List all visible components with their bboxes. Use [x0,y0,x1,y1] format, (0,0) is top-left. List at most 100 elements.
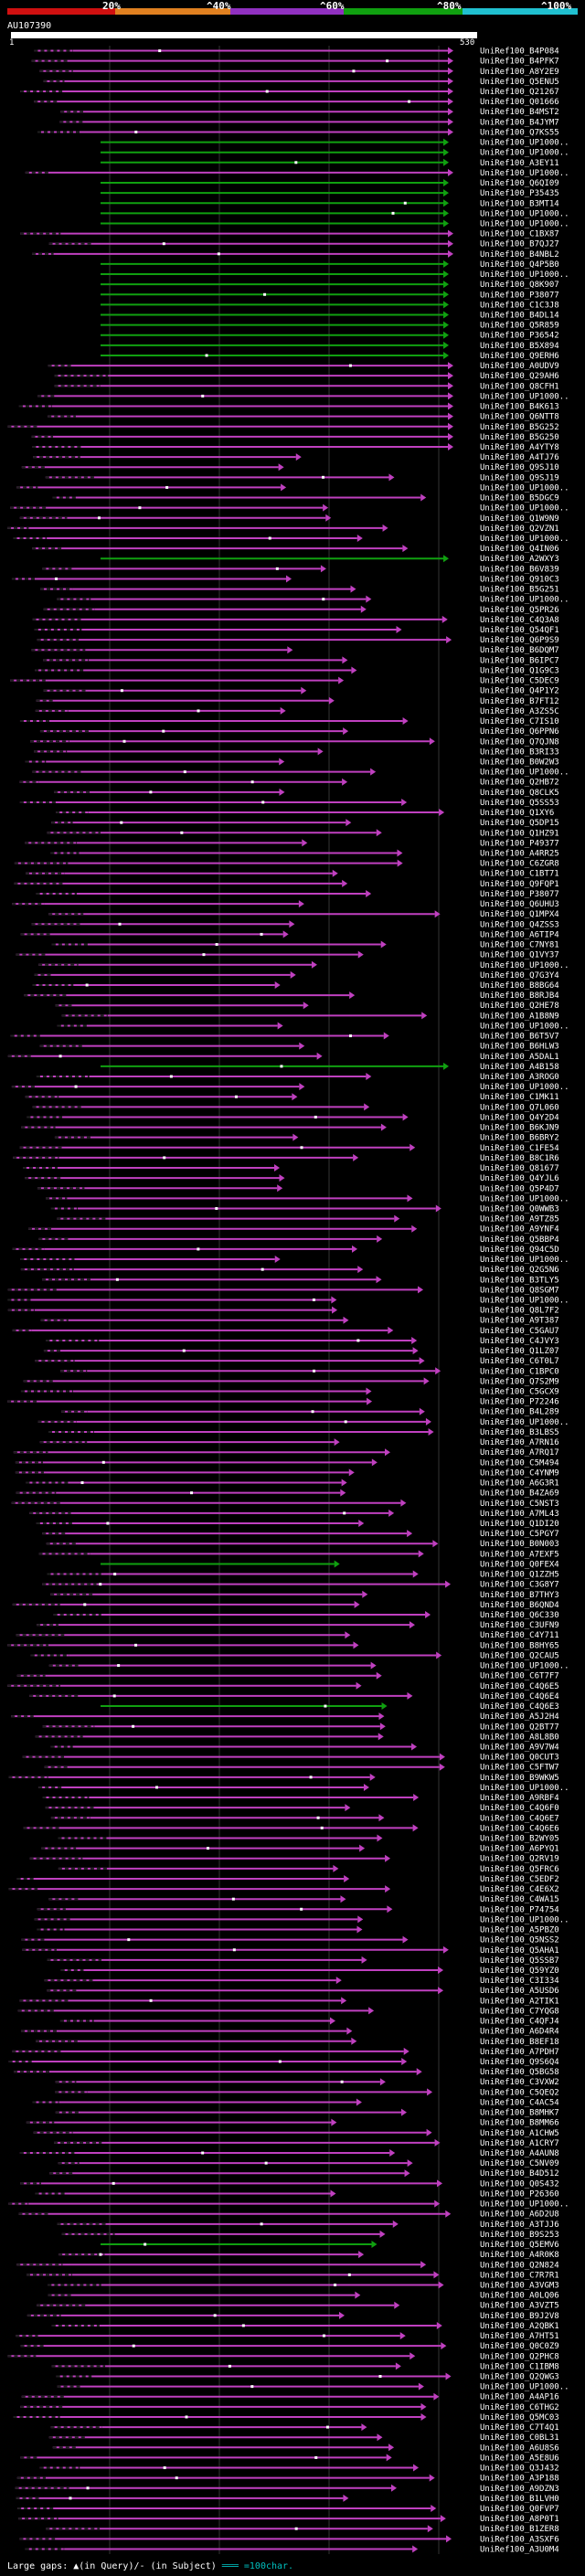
hit-row[interactable]: UniRef100_A4RR25 [50,849,559,859]
hit-row[interactable]: UniRef100_C1C3J8 [101,301,559,310]
hit-id-label[interactable]: UniRef100_B4JYM7 [480,118,559,127]
hit-row[interactable]: UniRef100_B6KJN9 [21,1123,559,1133]
hit-id-label[interactable]: UniRef100_A9YNF4 [480,1225,559,1235]
hit-row[interactable]: UniRef100_P38077 [101,291,559,300]
hit-id-label[interactable]: UniRef100_C6T0L7 [480,1357,559,1366]
hit-row[interactable]: UniRef100_UP1000.. [101,270,569,280]
hit-id-label[interactable]: UniRef100_C1BX87 [480,230,559,239]
hit-row[interactable]: UniRef100_P26360 [35,2189,559,2199]
hit-id-label[interactable]: UniRef100_C4Q6E3 [480,1702,559,1712]
hit-id-label[interactable]: UniRef100_UP1000.. [480,139,569,148]
hit-row[interactable]: UniRef100_Q5MC03 [13,2412,559,2422]
hit-id-label[interactable]: UniRef100_Q2G5N6 [480,1266,559,1275]
hit-id-label[interactable]: UniRef100_Q5BG58 [480,2068,559,2077]
hit-row[interactable]: UniRef100_Q2QWG3 [56,2372,559,2382]
hit-id-label[interactable]: UniRef100_B6V839 [480,565,559,574]
hit-id-label[interactable]: UniRef100_A5DAL1 [480,1053,559,1062]
hit-id-label[interactable]: UniRef100_Q1HZ91 [480,829,559,838]
hit-id-label[interactable]: UniRef100_B3RI33 [480,747,559,757]
hit-id-label[interactable]: UniRef100_Q6PPN6 [480,727,559,737]
hit-id-label[interactable]: UniRef100_B5DGC9 [480,494,559,504]
hit-row[interactable]: UniRef100_UP1000.. [20,1256,569,1265]
hit-row[interactable]: UniRef100_B6DQM7 [31,646,559,655]
hit-row[interactable]: UniRef100_Q6UHU3 [12,900,559,909]
hit-row[interactable]: UniRef100_UP1000.. [46,1194,569,1203]
hit-id-label[interactable]: UniRef100_B6T5V7 [480,1033,559,1042]
hit-id-label[interactable]: UniRef100_Q54QF1 [480,626,559,635]
hit-id-label[interactable]: UniRef100_B7QJ27 [480,240,559,249]
hit-id-label[interactable]: UniRef100_UP1000.. [480,596,569,605]
hit-id-label[interactable]: UniRef100_B3TLY5 [480,1276,559,1285]
hit-id-label[interactable]: UniRef100_Q9SJ19 [480,473,559,482]
hit-row[interactable]: UniRef100_Q5P4D7 [37,1184,559,1193]
hit-id-label[interactable]: UniRef100_A3VZT5 [480,2302,559,2311]
hit-row[interactable]: UniRef100_B2WY05 [58,1834,559,1844]
hit-row[interactable]: UniRef100_B7QJ27 [48,239,559,249]
hit-id-label[interactable]: UniRef100_B4MST2 [480,108,559,117]
hit-id-label[interactable]: UniRef100_A4TJ76 [480,453,559,462]
hit-id-label[interactable]: UniRef100_Q8SGM7 [480,1286,559,1295]
hit-id-label[interactable]: UniRef100_Q01666 [480,98,559,107]
hit-id-label[interactable]: UniRef100_Q0WWB3 [480,1204,559,1214]
hit-id-label[interactable]: UniRef100_A0LQ06 [480,2292,559,2301]
hit-row[interactable]: UniRef100_Q1G9C3 [35,666,559,675]
hit-row[interactable]: UniRef100_Q5FRC6 [58,1864,559,1874]
hit-row[interactable]: UniRef100_A6D4R4 [20,2027,559,2037]
hit-id-label[interactable]: UniRef100_A3U0M4 [480,2545,559,2554]
hit-row[interactable]: UniRef100_Q5SS53 [19,798,559,808]
hit-id-label[interactable]: UniRef100_A4RR25 [480,850,559,859]
hit-id-label[interactable]: UniRef100_P72246 [480,1398,559,1407]
hit-id-label[interactable]: UniRef100_Q4ZSS3 [480,920,559,929]
hit-row[interactable]: UniRef100_Q6PPN6 [39,727,559,737]
hit-row[interactable]: UniRef100_B8RJB4 [24,991,559,1001]
hit-id-label[interactable]: UniRef100_C4Q6E7 [480,1814,559,1823]
hit-row[interactable]: UniRef100_A3ROG0 [36,1073,559,1082]
hit-row[interactable]: UniRef100_C6T0L7 [35,1357,559,1366]
hit-row[interactable]: UniRef100_Q1W9N9 [19,514,559,524]
hit-id-label[interactable]: UniRef100_UP1000.. [480,169,569,178]
hit-id-label[interactable]: UniRef100_Q1VY37 [480,951,559,960]
hit-row[interactable]: UniRef100_C5NST3 [11,1499,559,1509]
hit-row[interactable]: UniRef100_Q2VZN1 [7,524,559,534]
hit-id-label[interactable]: UniRef100_Q0CUT3 [480,1754,559,1763]
hit-id-label[interactable]: UniRef100_A7PDH7 [480,2048,559,2057]
hit-id-label[interactable]: UniRef100_Q5SS53 [480,799,559,808]
hit-id-label[interactable]: UniRef100_UP1000.. [480,1418,569,1427]
hit-id-label[interactable]: UniRef100_C4YNM9 [480,1468,559,1478]
hit-id-label[interactable]: UniRef100_Q7QJN8 [480,737,559,747]
hit-row[interactable]: UniRef100_B9S253 [61,2230,559,2240]
hit-row[interactable]: UniRef100_P72246 [7,1397,559,1407]
hit-row[interactable]: UniRef100_B7FT12 [36,696,559,706]
hit-row[interactable]: UniRef100_A6U8S6 [52,2443,559,2453]
hit-row[interactable]: UniRef100_Q4YJL6 [25,1174,559,1183]
hit-row[interactable]: UniRef100_A9RBF4 [42,1794,559,1803]
hit-row[interactable]: UniRef100_Q1XY6 [56,809,554,818]
hit-row[interactable]: UniRef100_A5J2H4 [11,1712,559,1722]
hit-row[interactable]: UniRef100_UP1000.. [8,2200,569,2210]
hit-id-label[interactable]: UniRef100_C4AC54 [480,2098,559,2107]
hit-row[interactable]: UniRef100_A0LQ06 [48,2291,559,2301]
hit-id-label[interactable]: UniRef100_Q3J432 [480,2465,559,2474]
hit-row[interactable]: UniRef100_C5PGY7 [42,1530,559,1539]
hit-row[interactable]: UniRef100_C5EDF2 [16,1874,559,1884]
hit-id-label[interactable]: UniRef100_A5USD6 [480,1987,559,1996]
hit-id-label[interactable]: UniRef100_UP1000.. [480,1256,569,1265]
hit-id-label[interactable]: UniRef100_C1IBM8 [480,2362,559,2371]
hit-id-label[interactable]: UniRef100_UP1000.. [480,1022,569,1031]
hit-id-label[interactable]: UniRef100_B4P084 [480,48,559,57]
hit-row[interactable]: UniRef100_P35435 [101,189,559,198]
hit-id-label[interactable]: UniRef100_C3I334 [480,1977,559,1986]
hit-row[interactable]: UniRef100_B4MST2 [60,108,559,117]
hit-id-label[interactable]: UniRef100_A3VGM3 [480,2281,559,2290]
hit-id-label[interactable]: UniRef100_Q4Y2D4 [480,1113,559,1122]
hit-id-label[interactable]: UniRef100_A5PBZ0 [480,1926,559,1935]
hit-id-label[interactable]: UniRef100_Q5R859 [480,322,559,331]
hit-row[interactable]: UniRef100_UP1000.. [13,534,569,544]
hit-row[interactable]: UniRef100_B0W2W3 [25,758,559,767]
hit-id-label[interactable]: UniRef100_A4B158 [480,1063,559,1072]
hit-row[interactable]: UniRef100_C1FE54 [19,1143,559,1153]
hit-id-label[interactable]: UniRef100_Q5DP15 [480,819,559,828]
hit-id-label[interactable]: UniRef100_Q6C330 [480,1611,559,1620]
hit-row[interactable]: UniRef100_Q910C3 [11,575,559,584]
hit-id-label[interactable]: UniRef100_UP1000.. [480,1915,569,1924]
